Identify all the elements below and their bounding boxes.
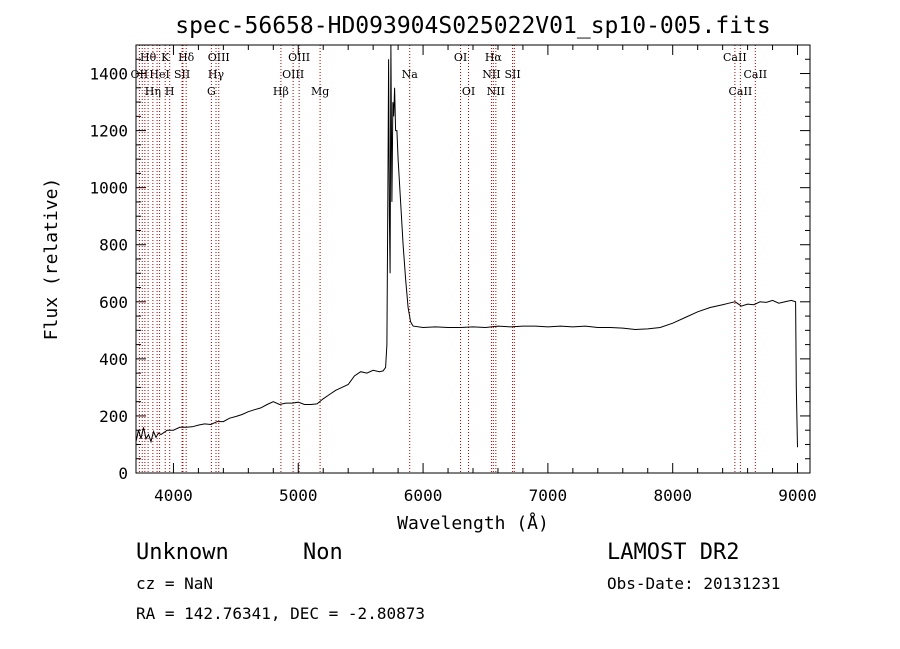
x-tick-label: 5000 xyxy=(279,486,318,505)
spectral-line-label: OI xyxy=(462,85,475,98)
y-tick-label: 1200 xyxy=(89,122,128,141)
spectral-line-label: NII xyxy=(487,85,505,98)
y-axis-label: Flux (relative) xyxy=(41,178,62,341)
spectral-line-label: HeI xyxy=(149,68,169,81)
spectral-line-label: SII xyxy=(504,68,520,81)
spectral-line-label: Hθ xyxy=(140,51,157,64)
spectral-line-label: Hη xyxy=(145,85,161,98)
y-tick-label: 1000 xyxy=(89,179,128,198)
spectral-line-label: G xyxy=(207,85,216,98)
spectral-line-label: CaII xyxy=(743,68,767,81)
spectral-line-label: Hα xyxy=(485,51,503,64)
spectrum-line xyxy=(136,45,798,448)
spectral-line-label: CaII xyxy=(723,51,747,64)
spectrum-series xyxy=(136,45,798,448)
spectral-line-label: H xyxy=(165,85,175,98)
y-tick-label: 200 xyxy=(99,407,128,426)
x-tick-label: 9000 xyxy=(778,486,817,505)
y-tick-label: 800 xyxy=(99,236,128,255)
y-tick-label: 600 xyxy=(99,293,128,312)
spectral-line-label: Hγ xyxy=(208,68,225,81)
spectral-line-label: K xyxy=(161,51,170,64)
spectral-line-label: CaII xyxy=(729,85,753,98)
y-axis: 0 200 400 600 800 1000 1200 1400 xyxy=(89,44,810,483)
object-class: Unknown xyxy=(136,540,229,565)
obs-date-text: Obs-Date: 20131231 xyxy=(607,574,780,593)
redshift-text: cz = NaN xyxy=(136,574,213,593)
coordinates-text: RA = 142.76341, DEC = -2.80873 xyxy=(136,604,425,623)
spectral-line-label: OIII xyxy=(288,51,310,64)
chart-title: spec-56658-HD093904S025022V01_sp10-005.f… xyxy=(175,13,770,39)
spectral-line-label: Na xyxy=(402,68,419,81)
spectral-line-label: OII xyxy=(131,68,149,81)
y-tick-label: 400 xyxy=(99,350,128,369)
x-tick-label: 8000 xyxy=(653,486,692,505)
spectral-line-label: OI xyxy=(454,51,467,64)
object-subclass: Non xyxy=(303,540,343,565)
spectral-line-label: Hδ xyxy=(178,51,195,64)
survey-name: LAMOST DR2 xyxy=(607,540,739,565)
y-tick-label: 1400 xyxy=(89,65,128,84)
x-tick-label: 6000 xyxy=(404,486,443,505)
spectral-line-label: Hβ xyxy=(273,85,289,98)
spectral-line-label: SII xyxy=(174,68,190,81)
x-tick-label: 7000 xyxy=(529,486,568,505)
spectral-line-label: NII xyxy=(482,68,500,81)
x-tick-label: 4000 xyxy=(154,486,193,505)
y-tick-label: 0 xyxy=(118,464,128,483)
x-axis: 4000 5000 6000 7000 8000 9000 xyxy=(154,45,817,505)
spectral-line-markers: Hθ K Hδ OIII OIII OI Hα CaII OII HeI SII Hγ OIII Na NI… xyxy=(131,45,767,473)
spectral-line-label: Mg xyxy=(311,85,329,98)
spectral-line-label: OIII xyxy=(208,51,230,64)
plot-frame xyxy=(135,44,811,474)
x-axis-label: Wavelength (Å) xyxy=(397,512,549,534)
spectral-line-label: OIII xyxy=(282,68,304,81)
